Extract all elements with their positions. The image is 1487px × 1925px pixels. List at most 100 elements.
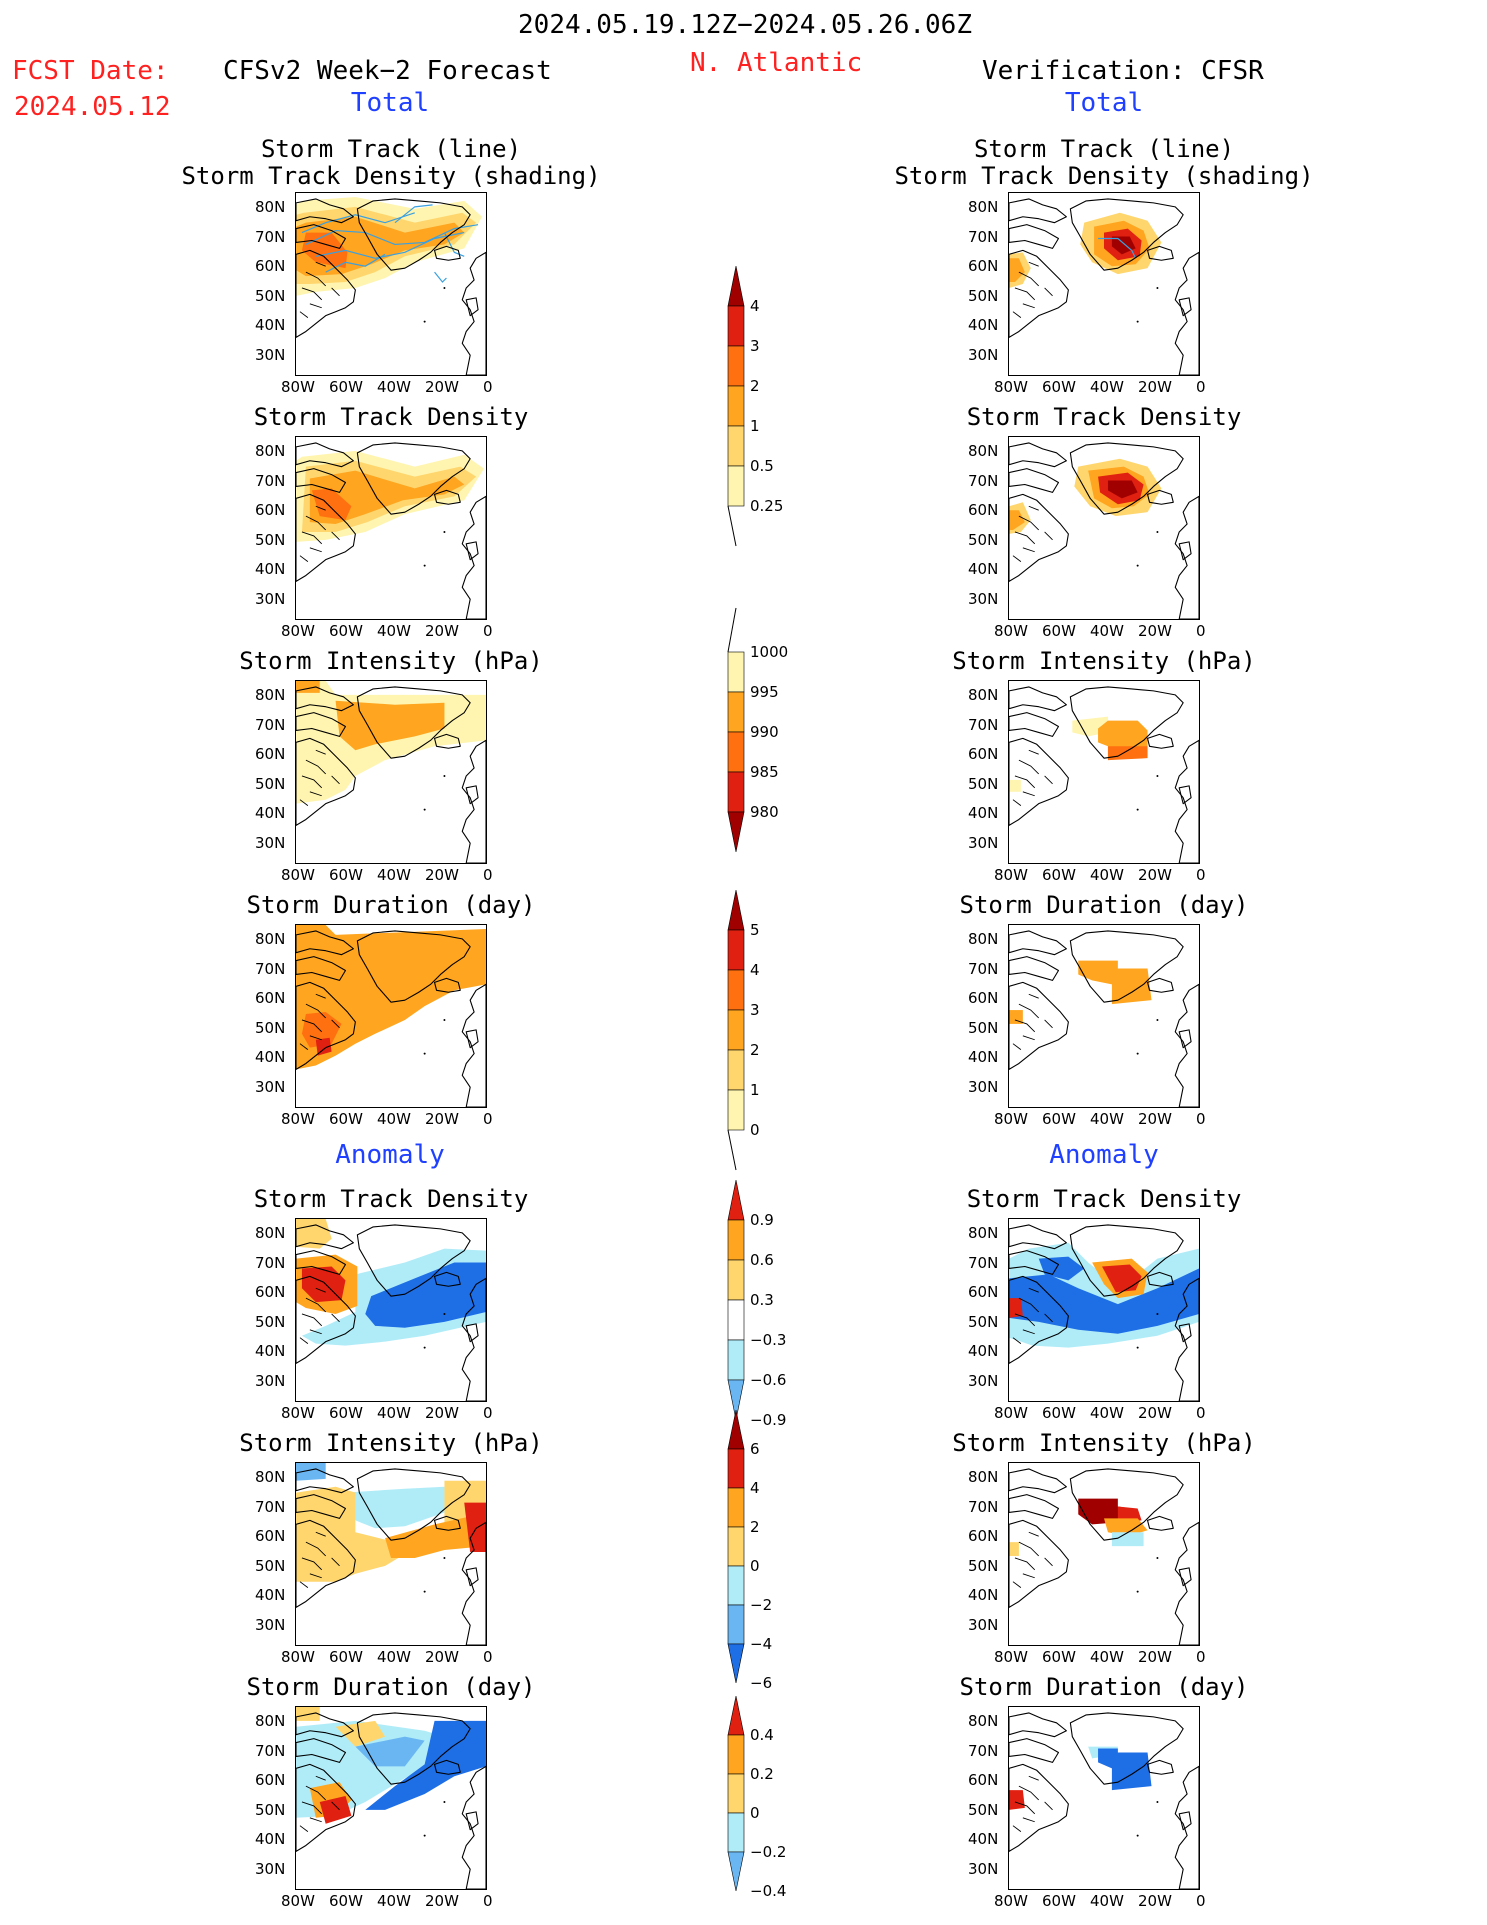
panel-title-line: Storm Intensity (hPa) (952, 647, 1256, 675)
coastline (461, 1277, 486, 1401)
lon-label: 20W (1138, 1110, 1172, 1128)
lon-label: 0 (483, 622, 493, 640)
shading-region (1107, 746, 1148, 761)
colorbar-segment (727, 969, 745, 1011)
colorbar-intensity: 1000 995 990 985 980 (727, 607, 788, 853)
ver-map-track (1008, 192, 1200, 376)
coastline-detail (1018, 1785, 1040, 1801)
lon-label: 20W (1138, 622, 1172, 640)
lon-label: 60W (329, 1110, 363, 1128)
lon-label: 60W (1042, 866, 1076, 884)
lat-label: 40N (968, 1048, 999, 1066)
coastline-detail (1014, 1557, 1036, 1571)
lat-label: 40N (255, 1830, 286, 1848)
coastline-detail (1028, 749, 1039, 755)
lat-label: 30N (968, 1859, 999, 1878)
fcst-panel-title-intensity: Storm Intensity (hPa) (239, 648, 542, 675)
colorbar-label: 1000 (750, 643, 789, 661)
coastline (1174, 251, 1199, 375)
coastline (296, 442, 354, 468)
shading-region (335, 700, 445, 751)
coastline (1009, 1224, 1067, 1250)
coastline-detail (331, 287, 340, 297)
coastline-detail (305, 1297, 327, 1313)
shading-region (296, 1707, 320, 1721)
lon-label: 0 (483, 1404, 493, 1422)
coastline (433, 489, 461, 505)
coastline-detail (309, 547, 322, 553)
storm-track-line (315, 231, 465, 259)
coastline-detail (1022, 1329, 1035, 1335)
lon-label: 60W (329, 1648, 363, 1666)
coastline-detail (1028, 261, 1039, 267)
coastline (1178, 1029, 1192, 1049)
colorbar-segment (727, 1259, 745, 1301)
fcst-panel-title-track: Storm Track (line) Storm Track Density (s… (181, 136, 600, 190)
lat-label: 60N (968, 989, 999, 1007)
lon-label: 40W (1090, 1110, 1124, 1128)
colorbar-segment (727, 1049, 745, 1091)
lat-label: 80N (968, 1468, 999, 1486)
colorbar-segment (727, 731, 745, 773)
lat-label: 60N (255, 257, 286, 275)
lat-label: 30N (255, 345, 286, 364)
lon-label: 0 (1196, 866, 1206, 884)
lat-label: 80N (255, 930, 286, 948)
colorbar-segment (727, 1339, 745, 1381)
lon-label: 60W (329, 1892, 363, 1910)
colorbar-segment (727, 1409, 745, 1450)
coastline-detail (1018, 271, 1040, 287)
lat-label: 30N (968, 1615, 999, 1634)
lon-label: 80W (281, 1404, 315, 1422)
colorbar-segment (727, 1812, 745, 1853)
colorbar-label: 4 (750, 297, 760, 315)
coastline (1146, 1515, 1174, 1531)
coastline (433, 1271, 461, 1287)
coastline-detail (1018, 759, 1040, 775)
lon-label: 0 (483, 866, 493, 884)
coastline-detail (1012, 1581, 1022, 1588)
colorbar-segment (727, 771, 745, 813)
coastline (465, 1811, 479, 1831)
island-dot (423, 320, 426, 323)
coastline (1069, 1712, 1184, 1785)
coastline (461, 1521, 486, 1645)
shading-region (1111, 236, 1136, 255)
coastline (1146, 1271, 1174, 1287)
ver-panel-title-density_anom: Storm Track Density (967, 1186, 1242, 1213)
lat-label: 80N (255, 1468, 286, 1486)
ver-panel-title-duration: Storm Duration (day) (960, 892, 1249, 919)
island-dot (1136, 1346, 1139, 1349)
lon-label: 40W (377, 1648, 411, 1666)
coastline (1009, 468, 1060, 493)
lat-label: 50N (968, 1018, 999, 1037)
coastline-detail (1014, 287, 1036, 301)
island-dot (1156, 286, 1159, 289)
ver-map-intensity (1008, 680, 1200, 864)
coastline (356, 930, 471, 1003)
coastline-detail (299, 1581, 309, 1588)
shading-region (365, 1262, 486, 1328)
colorbar-label: 0.2 (750, 1765, 774, 1783)
coastline (1009, 1519, 1069, 1608)
island-dot (1156, 530, 1159, 533)
lon-label: 80W (281, 866, 315, 884)
lat-label: 70N (255, 1253, 286, 1272)
coastline-detail (299, 311, 309, 318)
ver-panel-title-intensity: Storm Intensity (hPa) (952, 648, 1255, 675)
lat-label: 50N (255, 286, 286, 305)
lon-label: 80W (994, 1648, 1028, 1666)
shading-region (315, 1037, 332, 1056)
panel-subtitle-line: Storm Track Density (shading) (181, 162, 601, 190)
coastline (1009, 956, 1060, 981)
lat-label: 30N (255, 1615, 286, 1634)
coastline (296, 712, 347, 737)
region-title: N. Atlantic (690, 48, 863, 78)
coastline (356, 1468, 471, 1541)
lon-label: 0 (483, 378, 493, 396)
island-dot (443, 1800, 446, 1803)
lat-label: 40N (968, 1586, 999, 1604)
coastline-detail (299, 555, 309, 562)
lat-label: 30N (968, 1077, 999, 1096)
coastline (296, 737, 356, 826)
